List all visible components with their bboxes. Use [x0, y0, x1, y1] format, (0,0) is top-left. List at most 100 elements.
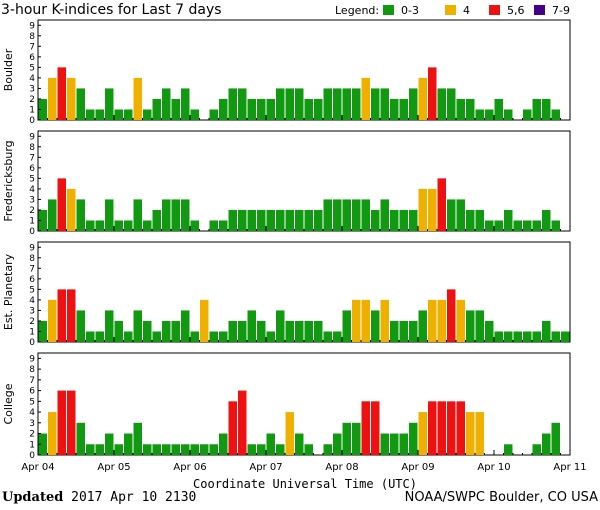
k-bar — [152, 98, 161, 120]
y-tick-label: 8 — [29, 32, 35, 42]
k-bar — [257, 320, 266, 342]
k-bar — [390, 320, 399, 342]
k-bar — [371, 310, 380, 342]
k-bar — [257, 209, 266, 231]
k-bar — [466, 310, 475, 342]
k-bar — [447, 199, 456, 231]
k-bar — [247, 98, 256, 120]
k-bar — [76, 422, 85, 455]
updated-value: 2017 Apr 10 2130 — [71, 490, 197, 505]
k-bar — [295, 433, 304, 455]
k-bar — [38, 320, 47, 342]
k-bar — [124, 220, 133, 231]
k-bar — [200, 299, 209, 342]
k-bar — [390, 433, 399, 455]
y-tick-label: 1 — [29, 327, 35, 337]
k-bar — [152, 209, 161, 231]
k-bar — [494, 220, 503, 231]
k-bar — [456, 98, 465, 120]
k-bar — [57, 178, 66, 231]
k-bar — [209, 331, 218, 342]
k-bar — [295, 320, 304, 342]
k-bar — [380, 299, 389, 342]
k-bar — [551, 422, 560, 455]
k-bar — [228, 88, 237, 120]
y-tick-label: 1 — [29, 105, 35, 115]
k-bar — [105, 433, 114, 455]
legend-label: Legend: — [335, 4, 379, 17]
k-bar — [162, 199, 171, 231]
k-bar — [323, 88, 332, 120]
x-date-label: Apr 04 — [21, 462, 54, 473]
k-bar — [532, 220, 541, 231]
k-bar — [513, 331, 522, 342]
y-tick-label: 9 — [29, 243, 35, 253]
y-tick-label: 9 — [29, 354, 35, 364]
panel-label: Boulder — [2, 48, 15, 91]
y-tick-label: 6 — [29, 387, 35, 397]
y-tick-label: 9 — [29, 21, 35, 31]
k-bar — [171, 320, 180, 342]
k-bar — [143, 220, 152, 231]
x-axis-title: Coordinate Universal Time (UTC) — [193, 477, 417, 490]
y-tick-label: 7 — [29, 376, 35, 386]
y-tick-label: 5 — [29, 63, 35, 73]
k-bar — [399, 433, 408, 455]
k-bar — [371, 401, 380, 455]
k-bar — [428, 188, 437, 231]
y-tick-label: 9 — [29, 132, 35, 142]
panel-label: Est. Planetary — [2, 253, 15, 330]
k-bar — [228, 320, 237, 342]
k-bar — [219, 98, 228, 120]
legend-entry-7-9: 7-9 — [552, 4, 570, 17]
k-bar — [95, 109, 104, 120]
k-bar — [162, 444, 171, 455]
k-bar — [114, 109, 123, 120]
y-tick-label: 8 — [29, 254, 35, 264]
k-bar — [133, 422, 142, 455]
y-tick-label: 2 — [29, 206, 35, 216]
k-bar — [257, 98, 266, 120]
k-bar — [485, 320, 494, 342]
k-bar — [523, 109, 532, 120]
k-bar — [333, 433, 342, 455]
k-bar — [333, 199, 342, 231]
y-tick-label: 7 — [29, 264, 35, 274]
k-bar — [276, 444, 285, 455]
k-bar — [551, 109, 560, 120]
data-source: NOAA/SWPC Boulder, CO USA — [404, 490, 598, 505]
k-bar — [266, 209, 275, 231]
y-tick-label: 7 — [29, 153, 35, 163]
k-bar — [171, 199, 180, 231]
k-bar — [475, 310, 484, 342]
k-bar — [295, 88, 304, 120]
k-bar — [67, 390, 76, 455]
k-bar — [57, 289, 66, 342]
k-bar — [437, 178, 446, 231]
updated-label: Updated — [2, 490, 64, 505]
k-bar — [228, 209, 237, 231]
k-bar — [504, 331, 513, 342]
k-bar — [114, 444, 123, 455]
x-date-label: Apr 11 — [553, 462, 586, 473]
k-bar — [418, 412, 427, 455]
k-bar — [304, 444, 313, 455]
k-bar — [38, 433, 47, 455]
k-bar — [190, 220, 199, 231]
k-bar — [485, 220, 494, 231]
k-bar — [162, 88, 171, 120]
k-bar — [532, 444, 541, 455]
k-bar — [504, 209, 513, 231]
k-bar — [380, 199, 389, 231]
k-bar — [266, 433, 275, 455]
k-bar — [133, 77, 142, 120]
k-bar — [542, 209, 551, 231]
legend-swatch-7-9 — [534, 5, 545, 15]
k-bar — [466, 412, 475, 455]
legend-entry-0-3: 0-3 — [401, 4, 419, 17]
k-bar — [342, 88, 351, 120]
y-tick-label: 6 — [29, 53, 35, 63]
y-tick-label: 3 — [29, 419, 35, 429]
k-bar — [257, 444, 266, 455]
